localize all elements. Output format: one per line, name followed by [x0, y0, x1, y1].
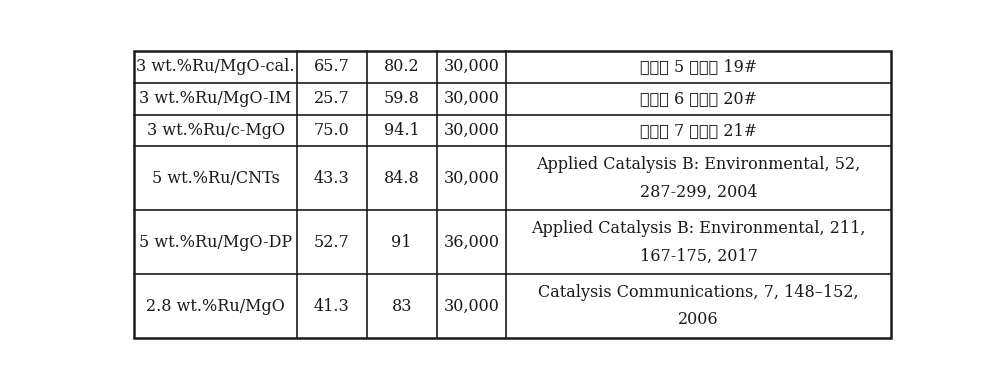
Text: 30,000: 30,000: [443, 90, 499, 107]
Text: 36,000: 36,000: [443, 234, 499, 251]
Text: 25.7: 25.7: [314, 90, 350, 107]
Text: Catalysis Communications, 7, 148–152,
2006: Catalysis Communications, 7, 148–152, 20…: [538, 284, 859, 328]
Text: 3 wt.%Ru/MgO-cal.: 3 wt.%Ru/MgO-cal.: [136, 58, 295, 75]
Text: 对比例 6 中样品 20#: 对比例 6 中样品 20#: [640, 90, 757, 107]
Text: 91: 91: [391, 234, 412, 251]
Text: 83: 83: [391, 298, 412, 315]
Text: 对比例 5 中样品 19#: 对比例 5 中样品 19#: [640, 58, 757, 75]
Text: 30,000: 30,000: [443, 58, 499, 75]
Text: 30,000: 30,000: [443, 298, 499, 315]
Text: 65.7: 65.7: [314, 58, 350, 75]
Text: 52.7: 52.7: [314, 234, 350, 251]
Text: 30,000: 30,000: [443, 122, 499, 139]
Text: 41.3: 41.3: [314, 298, 350, 315]
Text: 3 wt.%Ru/c-MgO: 3 wt.%Ru/c-MgO: [147, 122, 285, 139]
Text: 30,000: 30,000: [443, 170, 499, 187]
Text: 2.8 wt.%Ru/MgO: 2.8 wt.%Ru/MgO: [146, 298, 285, 315]
Text: 94.1: 94.1: [384, 122, 420, 139]
Text: 3 wt.%Ru/MgO-IM: 3 wt.%Ru/MgO-IM: [139, 90, 292, 107]
Text: Applied Catalysis B: Environmental, 211,
167-175, 2017: Applied Catalysis B: Environmental, 211,…: [531, 220, 866, 264]
Text: 5 wt.%Ru/CNTs: 5 wt.%Ru/CNTs: [152, 170, 280, 187]
Text: 5 wt.%Ru/MgO-DP: 5 wt.%Ru/MgO-DP: [139, 234, 292, 251]
Text: 对比例 7 中样品 21#: 对比例 7 中样品 21#: [640, 122, 757, 139]
Text: 75.0: 75.0: [314, 122, 350, 139]
Text: 43.3: 43.3: [314, 170, 350, 187]
Text: Applied Catalysis B: Environmental, 52,
287-299, 2004: Applied Catalysis B: Environmental, 52, …: [536, 156, 861, 201]
Text: 59.8: 59.8: [384, 90, 420, 107]
Text: 84.8: 84.8: [384, 170, 420, 187]
Text: 80.2: 80.2: [384, 58, 419, 75]
